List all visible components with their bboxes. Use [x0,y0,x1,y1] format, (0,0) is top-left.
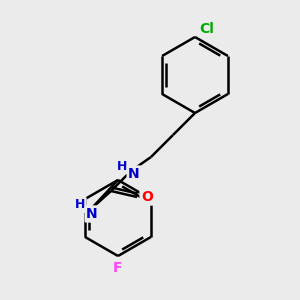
Text: N: N [128,167,140,181]
Text: O: O [141,190,153,204]
Text: H: H [75,199,85,212]
Text: F: F [113,261,123,275]
Text: Cl: Cl [200,22,214,36]
Text: H: H [117,160,127,172]
Text: N: N [86,207,98,221]
